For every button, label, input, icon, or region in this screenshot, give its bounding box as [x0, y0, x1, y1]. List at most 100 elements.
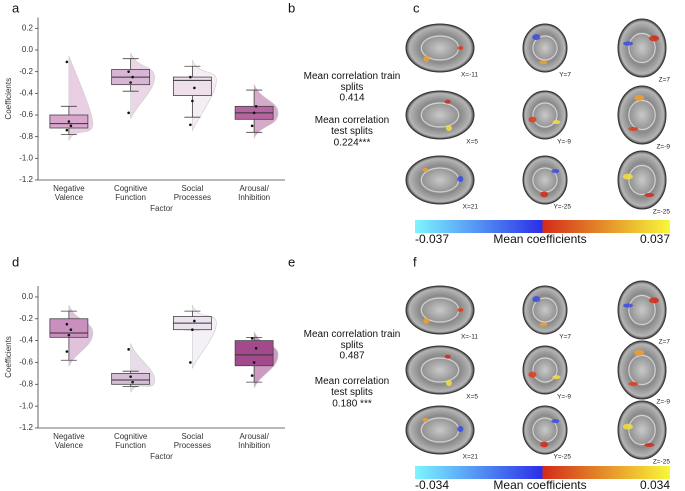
activation-blob [532, 296, 541, 303]
slice-label: Y=-25 [553, 454, 571, 461]
activation-blob [622, 173, 633, 180]
activation-blob [528, 116, 537, 123]
y-tick-label: -0.2 [19, 314, 33, 323]
point [250, 124, 254, 128]
train-label: Mean correlation train splits [304, 71, 401, 93]
activation-blob [634, 94, 645, 101]
panel-label: f [413, 254, 417, 269]
y-tick-label: -0.8 [19, 132, 33, 141]
activation-blob [628, 381, 639, 386]
y-tick-label: 0.2 [22, 23, 34, 32]
y-tick-label: 0.0 [22, 45, 34, 54]
point [131, 75, 134, 79]
activation-blob [539, 60, 548, 65]
panel-label: c [413, 0, 420, 15]
point [250, 337, 254, 340]
slice-label: Z=-9 [656, 399, 670, 406]
activation-blob [444, 354, 451, 359]
y-tick-label: -0.6 [19, 110, 33, 119]
activation-blob [551, 419, 560, 424]
panel-label: a [12, 0, 20, 15]
slice-label: Y=-9 [557, 394, 571, 401]
activation-blob [444, 99, 451, 104]
brain-inner [628, 164, 656, 196]
point [254, 105, 258, 108]
brain-slice [405, 23, 475, 73]
point [127, 111, 130, 115]
x-tick-label: Cognitive Function [114, 184, 148, 202]
x-axis-label: Factor [150, 204, 173, 213]
activation-blob [422, 417, 429, 422]
slice-label: Y=7 [559, 334, 571, 341]
y-tick-label: -1.2 [19, 423, 33, 432]
activation-blob [644, 442, 655, 447]
activation-blob [457, 176, 464, 183]
y-tick-label: -1.0 [19, 401, 33, 410]
brain-slice [617, 150, 667, 210]
y-tick-label: -0.4 [19, 88, 33, 97]
point [67, 333, 71, 337]
colorbar-min: -0.037 [415, 232, 449, 246]
activation-blob [622, 423, 633, 430]
brain-slice [617, 85, 667, 145]
brain-slice [522, 285, 568, 335]
colorbar-min: -0.034 [415, 478, 449, 491]
x-axis-label: Factor [150, 452, 173, 461]
activation-blob [649, 35, 660, 42]
activation-blob [445, 124, 452, 131]
x-tick-label: Social Processes [174, 184, 211, 202]
activation-blob [457, 46, 464, 50]
y-tick-label: 0.0 [22, 292, 34, 301]
x-tick-label: Negative Valence [53, 432, 85, 450]
box [111, 372, 151, 385]
point [131, 380, 134, 384]
colorbar-max: 0.037 [640, 232, 670, 246]
y-tick-label: -1.0 [19, 153, 33, 162]
activation-blob [552, 375, 561, 380]
x-tick-label: Arousal/Inhibition [238, 432, 270, 450]
point [193, 86, 196, 90]
point [252, 361, 256, 364]
activation-blob [423, 55, 430, 62]
slice-label: Z=7 [659, 339, 671, 346]
point [65, 322, 69, 326]
panel-label: b [288, 0, 295, 15]
train-value: 0.414 [339, 93, 364, 104]
point [129, 81, 132, 84]
point [254, 346, 258, 350]
point [129, 375, 132, 378]
colorbar [415, 466, 670, 479]
brain-inner [420, 102, 460, 128]
slice-label: Y=-25 [553, 204, 571, 211]
train-label: Mean correlation train splits [304, 329, 401, 351]
slice-label: X=5 [466, 139, 478, 146]
point [65, 60, 69, 64]
brain-slice [617, 280, 667, 340]
brain-slice [617, 400, 667, 460]
panel-label: d [12, 254, 19, 269]
y-tick-label: -0.6 [19, 358, 33, 367]
slice-label: X=-11 [461, 72, 478, 79]
point [65, 128, 69, 132]
point [189, 75, 192, 79]
activation-blob [623, 303, 634, 308]
activation-blob [551, 169, 560, 174]
activation-blob [528, 371, 537, 378]
brain-slice [522, 405, 568, 455]
x-tick-label: Negative Valence [53, 184, 85, 202]
colorbar-label: Mean coefficients [493, 232, 586, 246]
point [127, 70, 130, 73]
train-value: 0.487 [339, 351, 364, 362]
x-tick-label: Cognitive Function [114, 432, 148, 450]
activation-blob [457, 308, 464, 312]
colorbar-label: Mean coefficients [493, 478, 586, 491]
brain-inner [628, 354, 656, 386]
activation-blob [532, 34, 541, 41]
x-tick-label: Arousal/Inhibition [238, 184, 270, 202]
brain-inner [628, 32, 656, 64]
brain-inner [628, 99, 656, 131]
point [67, 120, 71, 123]
point [69, 328, 73, 331]
slice-label: Z=7 [659, 77, 671, 84]
